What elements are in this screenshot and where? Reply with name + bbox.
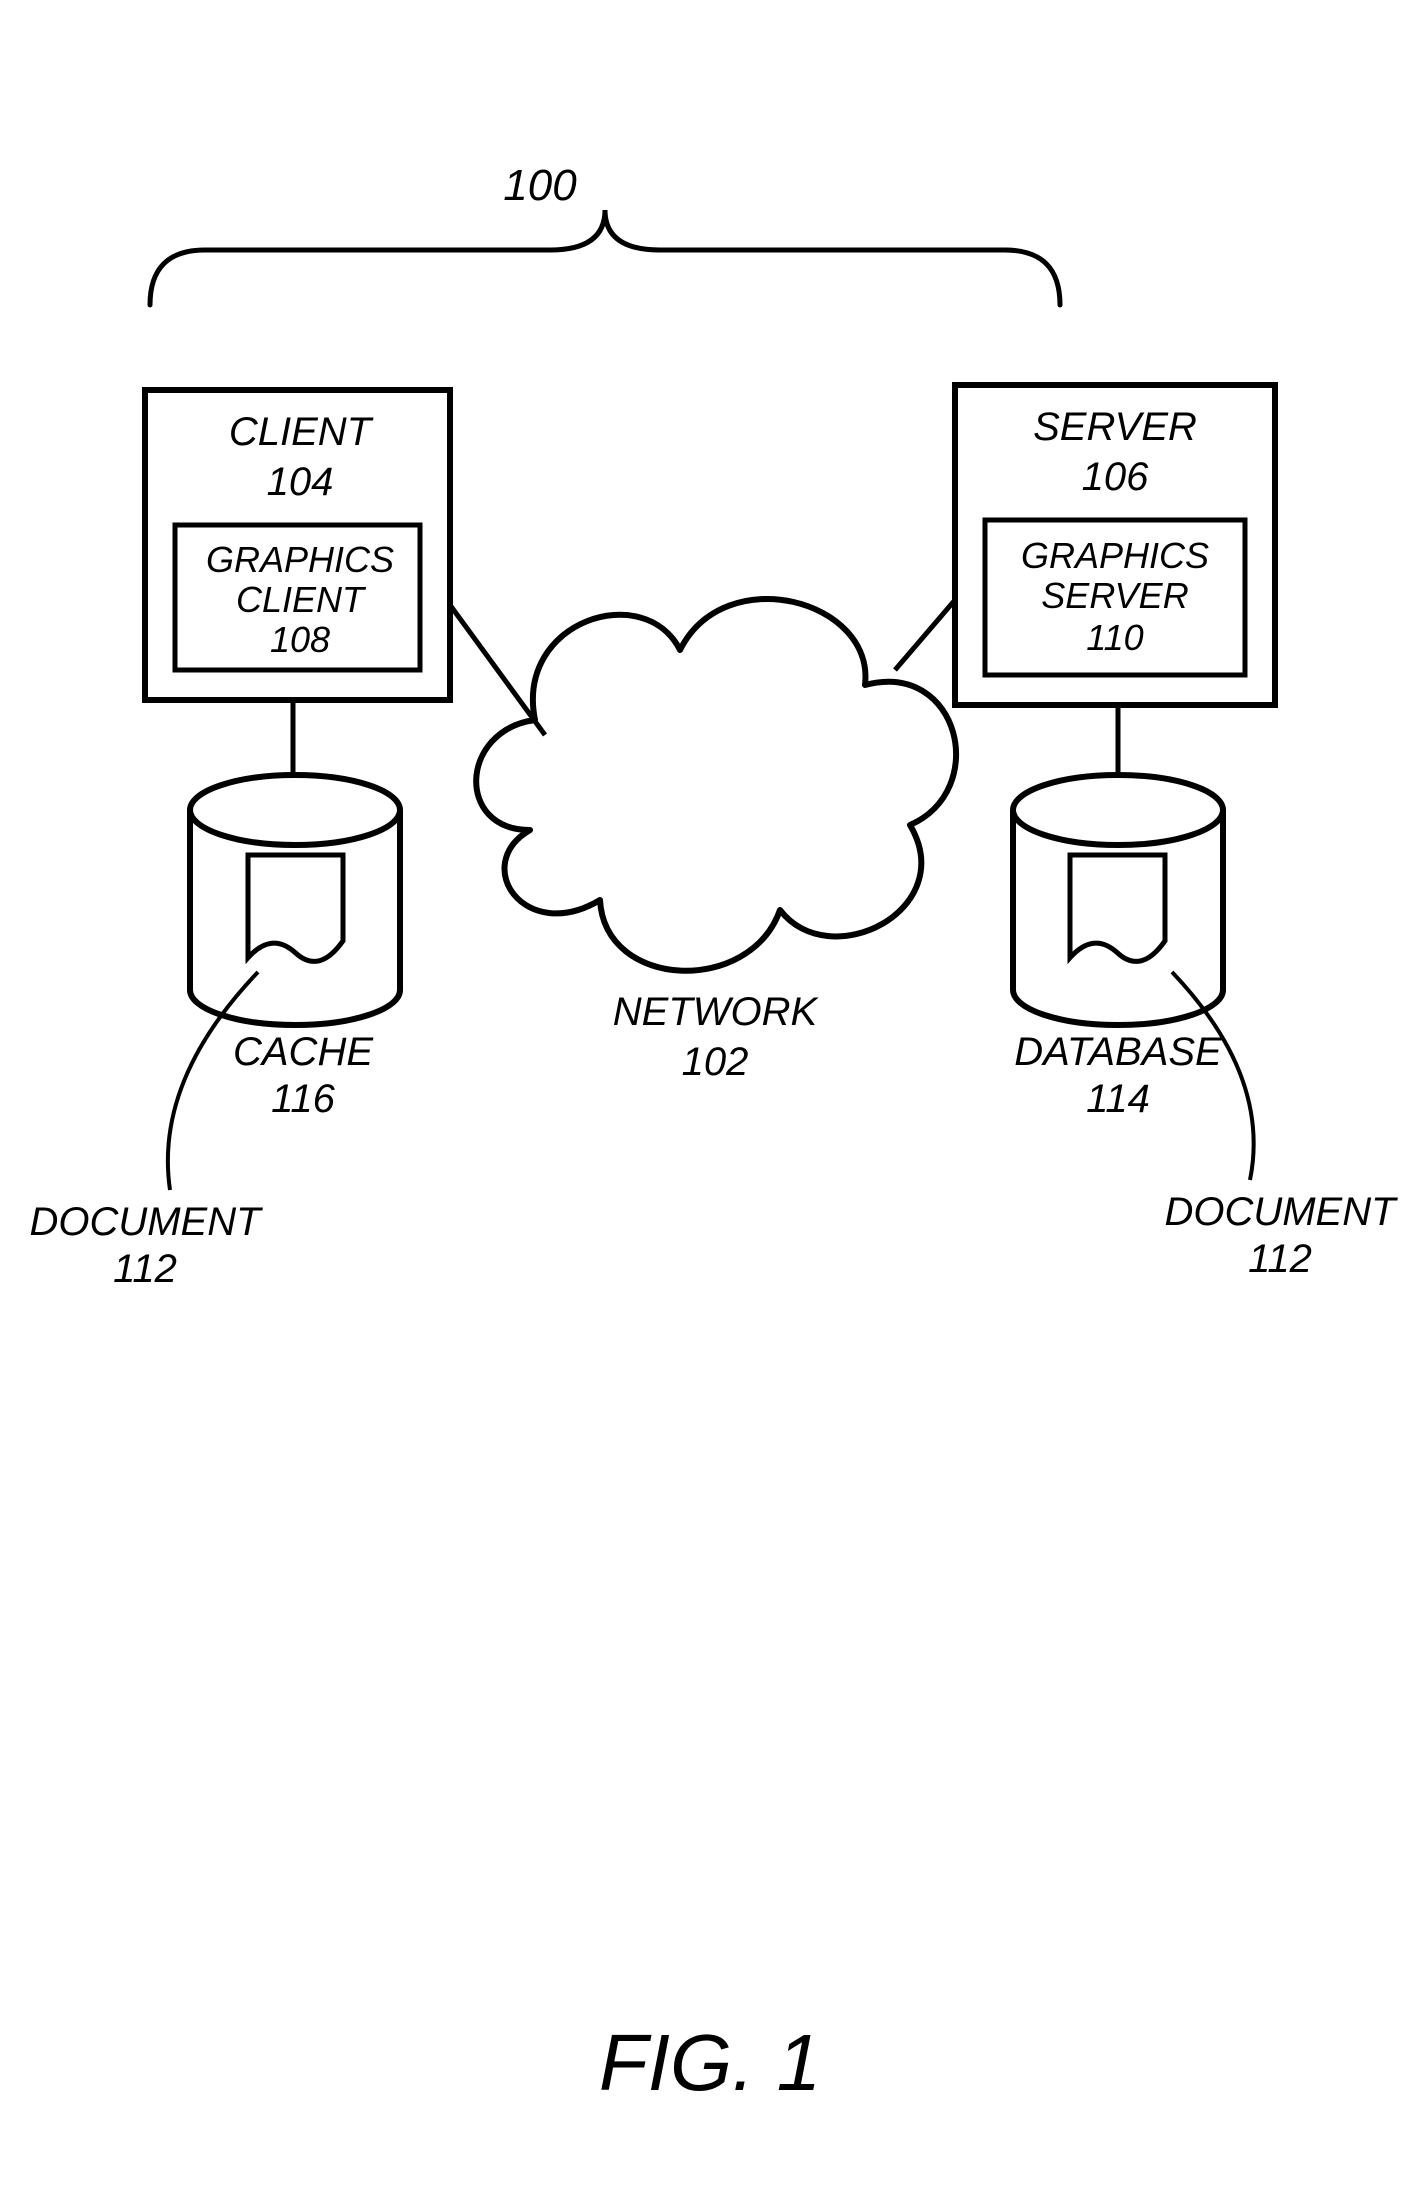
database-label: DATABASE bbox=[1014, 1030, 1223, 1074]
cache-number: 116 bbox=[271, 1077, 336, 1121]
network-cloud bbox=[476, 599, 956, 971]
graphics-server-title-2: SERVER bbox=[1041, 575, 1188, 616]
database-cylinder-top bbox=[1013, 775, 1223, 845]
document-number-client: 112 bbox=[113, 1247, 177, 1291]
system-ref-number: 100 bbox=[503, 161, 577, 210]
graphics-client-number: 108 bbox=[270, 619, 330, 660]
client-title: CLIENT bbox=[229, 410, 374, 454]
link-server-network bbox=[895, 600, 955, 670]
link-client-network bbox=[450, 605, 545, 735]
graphics-server-title-1: GRAPHICS bbox=[1021, 535, 1209, 576]
document-number-server: 112 bbox=[1248, 1237, 1312, 1281]
figure-caption: FIG. 1 bbox=[599, 2018, 821, 2107]
server-number: 106 bbox=[1082, 455, 1149, 499]
client-number: 104 bbox=[267, 460, 334, 504]
database-number: 114 bbox=[1086, 1077, 1150, 1121]
network-number: 102 bbox=[682, 1040, 749, 1084]
document-label-client: DOCUMENT bbox=[29, 1200, 263, 1244]
cache-label: CACHE bbox=[233, 1030, 374, 1074]
cache-cylinder-top bbox=[190, 775, 400, 845]
document-icon bbox=[1070, 855, 1165, 961]
graphics-client-title-1: GRAPHICS bbox=[206, 539, 394, 580]
system-brace bbox=[150, 210, 1060, 305]
server-title: SERVER bbox=[1033, 405, 1197, 449]
document-label-server: DOCUMENT bbox=[1164, 1190, 1398, 1234]
network-label: NETWORK bbox=[613, 990, 820, 1034]
graphics-client-title-2: CLIENT bbox=[236, 579, 367, 620]
graphics-server-number: 110 bbox=[1086, 617, 1143, 658]
document-icon bbox=[248, 855, 343, 961]
